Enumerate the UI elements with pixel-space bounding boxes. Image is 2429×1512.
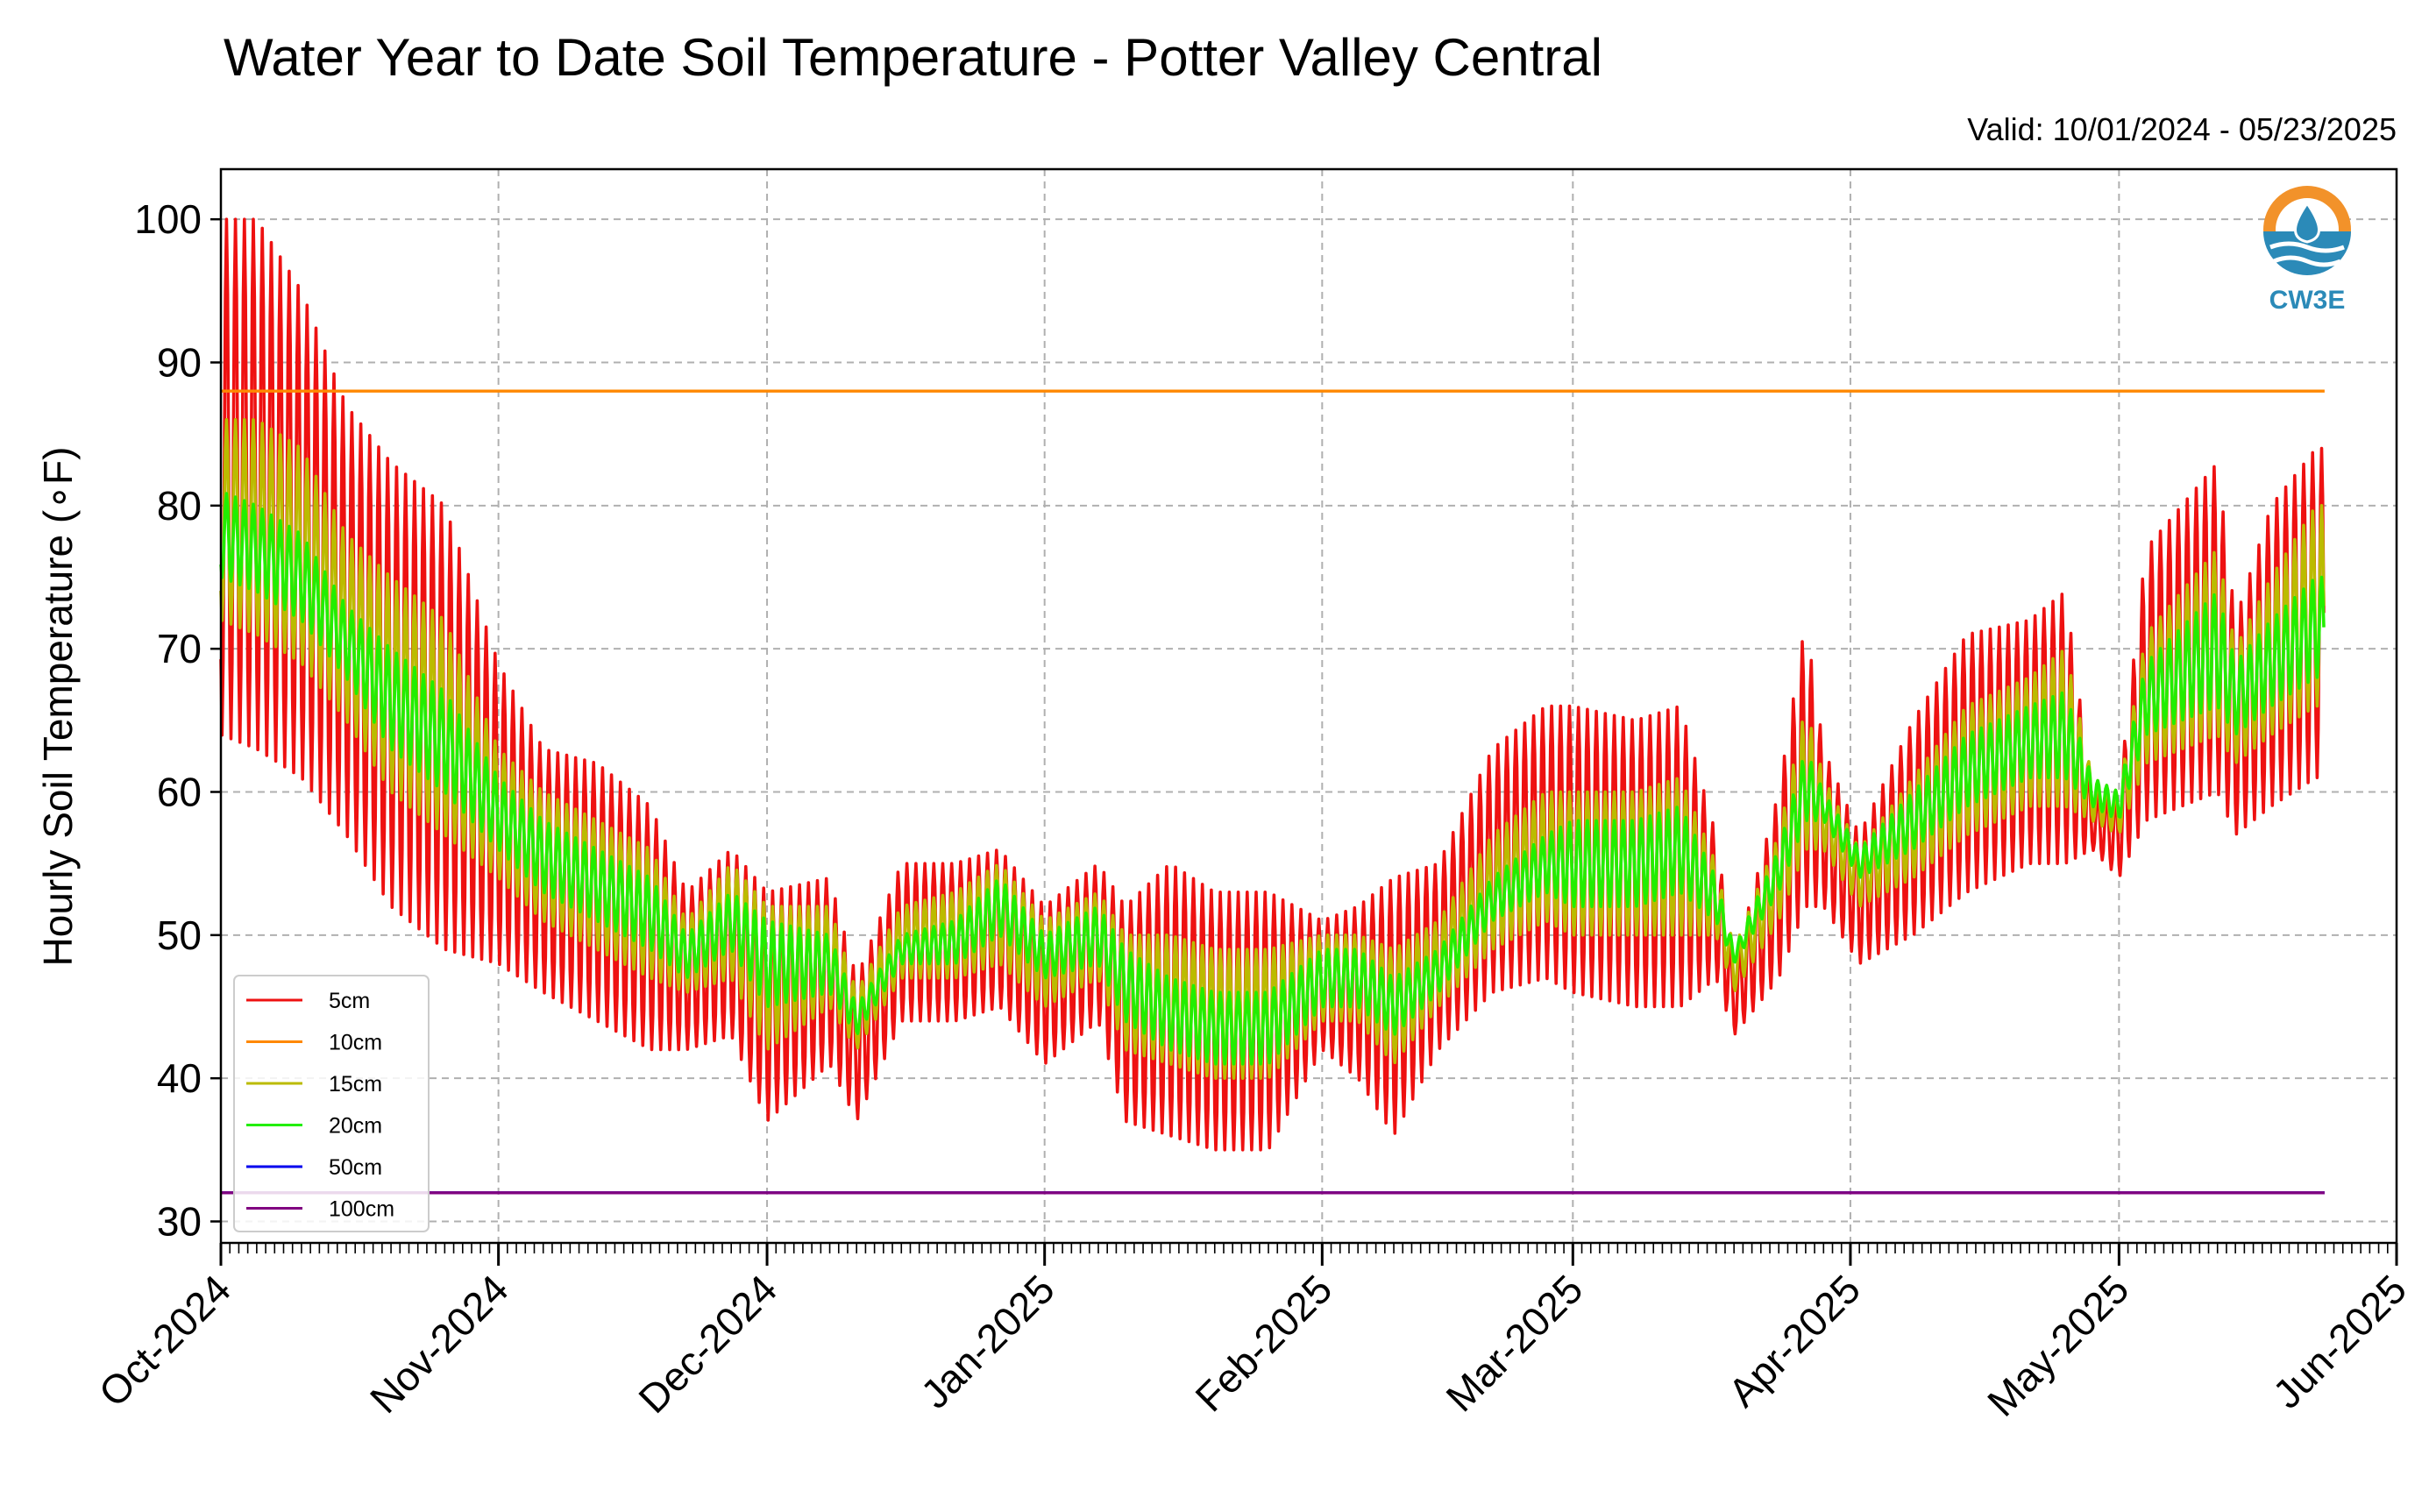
logo-text: CW3E xyxy=(2269,286,2346,315)
y-tick-label: 30 xyxy=(157,1199,202,1245)
legend-label-20cm: 20cm xyxy=(329,1114,382,1139)
y-axis: 30 40 50 60 70 80 90 100 xyxy=(134,196,221,1245)
legend-label-15cm: 15cm xyxy=(329,1072,382,1097)
legend-label-5cm: 5cm xyxy=(329,989,370,1013)
series-lines xyxy=(219,217,2326,1195)
valid-date-range: Valid: 10/01/2024 - 05/23/2025 xyxy=(1967,111,2397,147)
x-tick-label: Feb-2025 xyxy=(1186,1266,1340,1420)
y-tick-label: 50 xyxy=(157,912,202,958)
y-tick-label: 70 xyxy=(157,626,202,671)
legend-label-100cm: 100cm xyxy=(329,1197,394,1222)
y-tick-label: 80 xyxy=(157,483,202,529)
water-drop-icon xyxy=(2263,186,2351,275)
plot-frame xyxy=(219,167,2398,1245)
y-tick-label: 60 xyxy=(157,770,202,815)
chart-title: Water Year to Date Soil Temperature - Po… xyxy=(224,28,1602,87)
legend: 5cm 10cm 15cm 20cm 50cm 100cm xyxy=(233,975,430,1232)
cw3e-logo: CW3E xyxy=(2263,186,2351,315)
x-tick-label: Oct-2024 xyxy=(90,1266,240,1416)
legend-label-10cm: 10cm xyxy=(329,1031,382,1055)
y-tick-label: 40 xyxy=(157,1055,202,1101)
x-tick-label: Jan-2025 xyxy=(912,1266,1062,1416)
x-tick-label: Jun-2025 xyxy=(2264,1266,2415,1416)
legend-box xyxy=(233,975,430,1232)
x-tick-label: Dec-2024 xyxy=(629,1266,785,1422)
series-line-20cm xyxy=(219,492,2326,1066)
x-tick-label: Mar-2025 xyxy=(1437,1266,1591,1420)
x-tick-label: May-2025 xyxy=(1978,1266,2137,1424)
y-tick-label: 90 xyxy=(157,340,202,386)
y-tick-label: 100 xyxy=(134,196,202,242)
x-axis: Oct-2024 Nov-2024 Dec-2024 Jan-2025 Feb-2025… xyxy=(90,1243,2415,1425)
y-axis-label: Hourly Soil Temperature (∘F) xyxy=(35,447,81,967)
plot-area xyxy=(219,167,2398,1245)
x-tick-label: Nov-2024 xyxy=(361,1266,517,1422)
x-tick-label: Apr-2025 xyxy=(1719,1266,1869,1416)
legend-label-50cm: 50cm xyxy=(329,1155,382,1180)
